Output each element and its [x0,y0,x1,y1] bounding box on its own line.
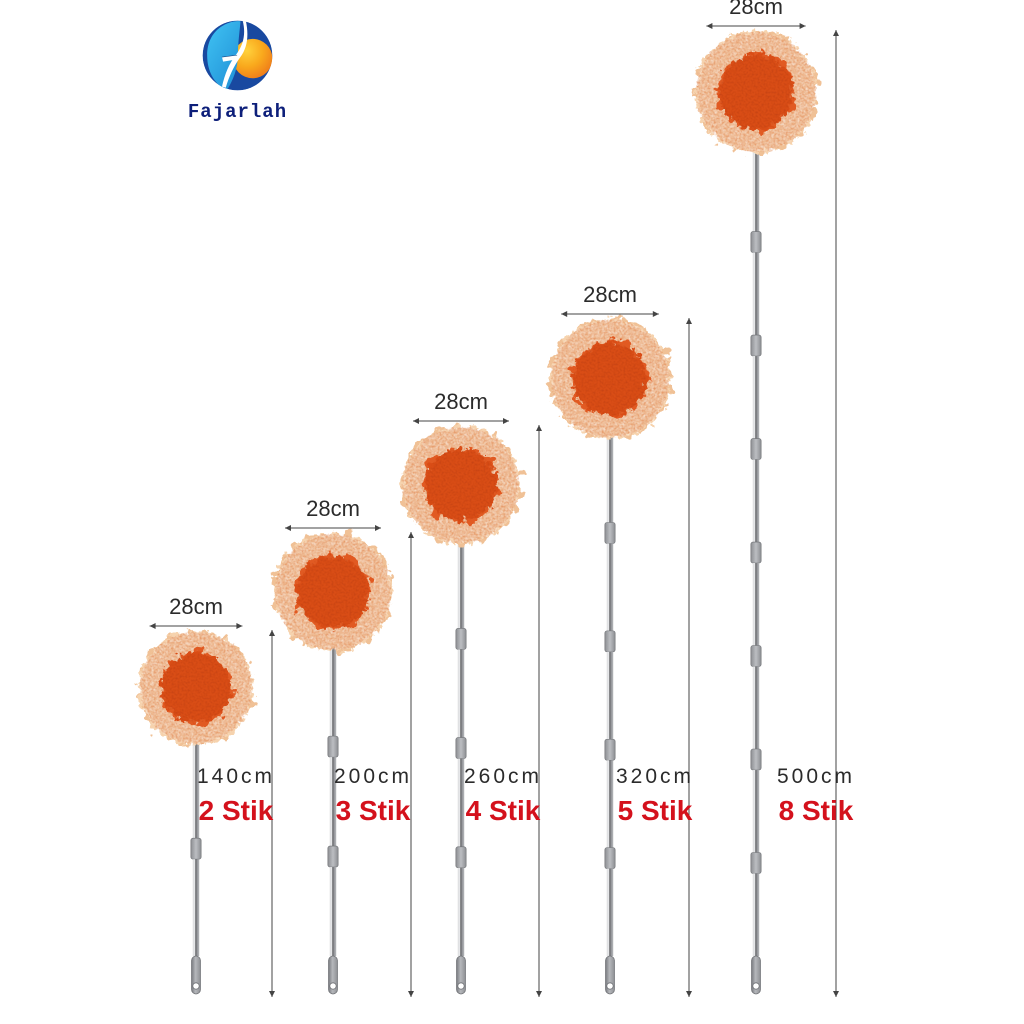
svg-text:28cm: 28cm [169,594,223,619]
svg-text:2 Stik: 2 Stik [199,795,274,826]
svg-text:28cm: 28cm [583,282,637,307]
svg-text:28cm: 28cm [306,496,360,521]
svg-text:3 Stik: 3 Stik [336,795,411,826]
svg-text:5 Stik: 5 Stik [618,795,693,826]
svg-text:28cm: 28cm [729,0,783,19]
svg-text:200cm: 200cm [334,765,412,788]
svg-text:500cm: 500cm [777,765,855,788]
svg-text:260cm: 260cm [464,765,542,788]
svg-text:28cm: 28cm [434,389,488,414]
svg-text:4 Stik: 4 Stik [466,795,541,826]
svg-text:8 Stik: 8 Stik [779,795,854,826]
svg-text:140cm: 140cm [197,765,275,788]
svg-text:320cm: 320cm [616,765,694,788]
